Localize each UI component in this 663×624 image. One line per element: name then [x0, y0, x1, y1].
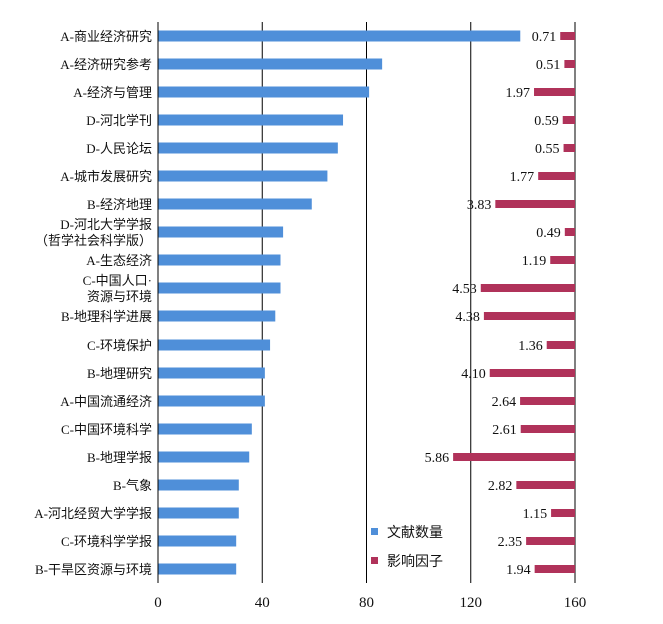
x-axis-ticks: 0 40 80 120 160	[154, 595, 586, 611]
count-bar	[158, 282, 281, 294]
category-label: B-经济地理	[87, 197, 152, 212]
category-label: D-人民论坛	[86, 141, 152, 156]
impact-bar	[483, 312, 575, 320]
count-series	[158, 30, 521, 575]
impact-series	[453, 32, 575, 573]
x-tick-label: 160	[564, 595, 587, 611]
category-label: A-河北经贸大学学报	[34, 506, 152, 521]
impact-bar	[520, 397, 575, 405]
count-bar	[158, 535, 237, 547]
impact-value-label: 4.38	[455, 310, 480, 325]
x-tick-label: 80	[359, 595, 374, 611]
legend-label-impact: 影响因子	[387, 554, 443, 570]
impact-bar	[564, 228, 575, 236]
category-labels: A-商业经济研究 A-经济研究参考 A-经济与管理 D-河北学刊 D-人民论坛 A-城市发…	[34, 29, 152, 577]
category-label: 资源与环境	[87, 289, 152, 304]
impact-bar	[546, 341, 575, 349]
impact-value-label: 1.15	[523, 507, 548, 522]
impact-value-label: 1.97	[506, 86, 531, 101]
impact-bar	[562, 116, 575, 124]
category-label: B-气象	[113, 478, 152, 493]
count-bar	[158, 142, 338, 154]
impact-value-label: 0.55	[535, 142, 560, 157]
x-tick-label: 120	[460, 595, 483, 611]
category-label: （哲学社会科学版）	[35, 233, 152, 248]
count-bar	[158, 479, 239, 491]
count-bar	[158, 507, 239, 519]
grid-lines	[261, 22, 576, 583]
category-label: B-地理科学进展	[61, 309, 152, 324]
category-label: C-环境保护	[87, 338, 152, 353]
impact-bar	[453, 453, 575, 461]
impact-value-label: 0.71	[532, 30, 557, 45]
legend-swatch-impact	[371, 557, 378, 564]
count-bar	[158, 30, 521, 42]
count-bar	[158, 310, 276, 322]
impact-bar	[534, 565, 575, 573]
count-bar	[158, 114, 344, 126]
impact-value-label: 1.36	[518, 339, 543, 354]
impact-bar	[560, 32, 575, 40]
category-label: B-地理学报	[87, 450, 152, 465]
count-bar	[158, 86, 370, 98]
impact-value-label: 2.35	[498, 535, 523, 550]
category-label: A-城市发展研究	[60, 169, 152, 184]
category-label: A-经济与管理	[73, 85, 152, 100]
impact-value-label: 3.83	[467, 198, 492, 213]
impact-bar	[520, 425, 575, 433]
impact-bar	[495, 200, 575, 208]
legend-swatch-count	[371, 528, 378, 535]
count-bar	[158, 58, 383, 70]
impact-value-label: 5.86	[425, 451, 450, 466]
count-bar	[158, 170, 328, 182]
category-label: B-地理研究	[87, 366, 152, 381]
category-label: D-河北学刊	[86, 113, 152, 128]
impact-value-label: 1.77	[510, 170, 535, 185]
impact-value-label: 2.64	[492, 395, 517, 410]
impact-value-label: 0.59	[534, 114, 559, 129]
impact-value-label: 2.82	[488, 479, 513, 494]
legend: 文献数量 影响因子	[371, 525, 443, 570]
category-label: A-商业经济研究	[60, 29, 152, 44]
count-bar	[158, 226, 284, 238]
count-bar	[158, 563, 237, 575]
impact-value-label: 1.19	[522, 254, 547, 269]
count-bar	[158, 423, 252, 435]
impact-bar	[564, 60, 575, 68]
category-label: C-环境科学学报	[61, 534, 152, 549]
category-label: C-中国人口·	[83, 273, 152, 288]
impact-value-label: 4.10	[461, 367, 486, 382]
category-label: B-干旱区资源与环境	[35, 562, 152, 577]
impact-value-label: 4.53	[452, 282, 477, 297]
count-bar	[158, 198, 312, 210]
impact-bar	[480, 284, 575, 292]
count-bar	[158, 254, 281, 266]
category-label: A-经济研究参考	[60, 57, 152, 72]
count-bar	[158, 395, 265, 407]
impact-value-label: 1.94	[506, 563, 531, 578]
impact-bar	[534, 88, 575, 96]
count-bar	[158, 451, 250, 463]
count-bar	[158, 367, 265, 379]
legend-label-count: 文献数量	[387, 525, 443, 541]
impact-bar	[563, 144, 575, 152]
category-label: A-生态经济	[86, 253, 152, 268]
impact-value-label: 0.49	[536, 226, 561, 241]
category-label: D-河北大学学报	[60, 217, 152, 232]
impact-bar	[538, 172, 575, 180]
impact-value-label: 2.61	[492, 423, 517, 438]
x-tick-label: 0	[154, 595, 162, 611]
impact-value-labels: 0.71 0.51 1.970.59 0.551.77 3.83 0.49 1.19 4.53…	[425, 30, 561, 578]
impact-bar	[526, 537, 575, 545]
impact-bar	[550, 256, 575, 264]
impact-bar	[551, 509, 575, 517]
impact-value-label: 0.51	[536, 58, 561, 73]
impact-bar	[489, 369, 575, 377]
category-label: A-中国流通经济	[60, 394, 152, 409]
category-label: C-中国环境科学	[61, 422, 152, 437]
count-bar	[158, 339, 271, 351]
x-tick-label: 40	[255, 595, 270, 611]
impact-bar	[516, 481, 575, 489]
